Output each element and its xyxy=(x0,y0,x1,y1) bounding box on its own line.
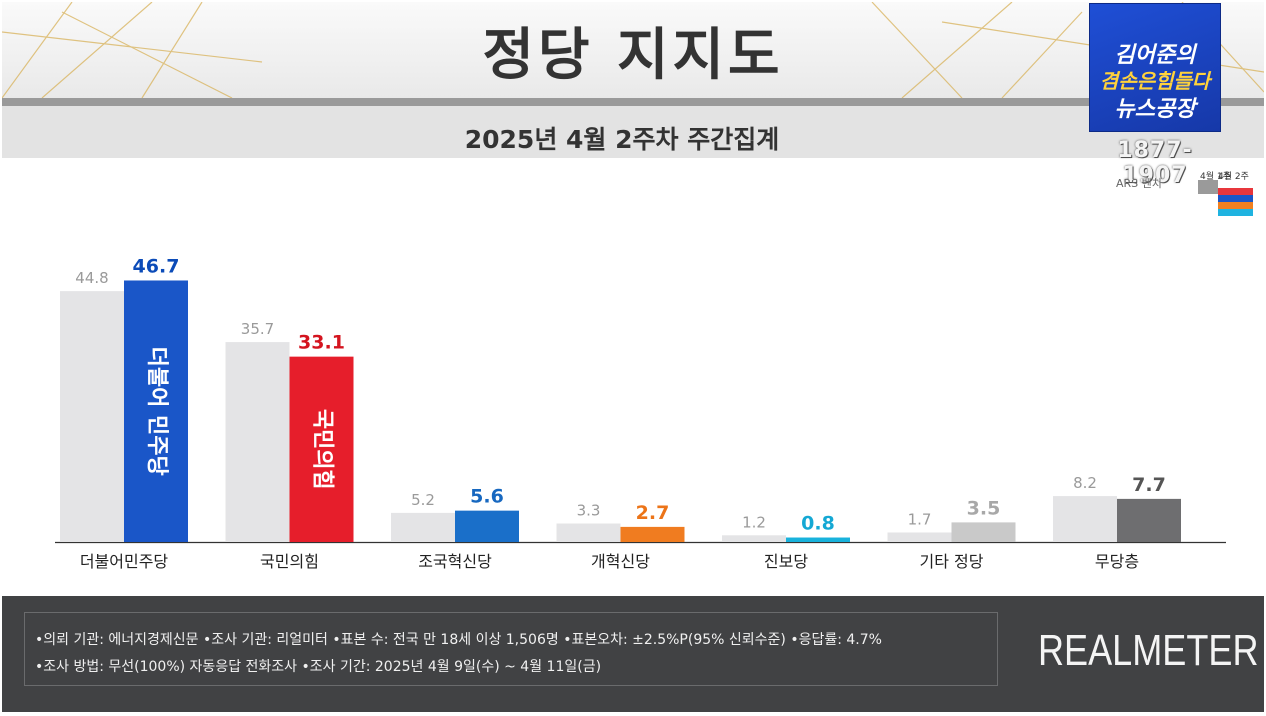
survey-notes: •의뢰 기관: 에너지경제신문 •조사 기관: 리얼미터 •표본 수: 전국 만… xyxy=(24,612,998,686)
legend-swatch-red xyxy=(1218,188,1253,195)
value-label-current-6: 7.7 xyxy=(1132,474,1166,496)
legend-swatch-cyan xyxy=(1218,209,1253,216)
value-label-current-0: 46.7 xyxy=(133,255,180,277)
value-label-current-3: 2.7 xyxy=(636,502,670,524)
bar-current-6 xyxy=(1117,498,1181,542)
value-label-current-4: 0.8 xyxy=(801,513,835,535)
bar-previous-2 xyxy=(391,512,455,542)
chart-subtitle: 2025년 4월 2주차 주간집계 xyxy=(464,125,780,154)
party-logo-1: 국민의힘 xyxy=(310,409,335,490)
bar-previous-1 xyxy=(225,342,290,542)
value-label-previous-3: 3.3 xyxy=(577,502,601,520)
category-label-0: 더불어민주당 xyxy=(80,552,169,571)
value-label-current-5: 3.5 xyxy=(967,497,1001,519)
value-label-previous-6: 8.2 xyxy=(1073,474,1097,492)
logo-line-3: 뉴스공장 xyxy=(1114,97,1196,122)
legend-swatch-orange xyxy=(1218,202,1253,209)
show-logo: 김어준의 겸손은힘들다 뉴스공장 xyxy=(1089,3,1221,132)
value-label-current-2: 5.6 xyxy=(470,486,504,508)
footer-panel: •의뢰 기관: 에너지경제신문 •조사 기관: 리얼미터 •표본 수: 전국 만… xyxy=(2,596,1264,712)
category-label-2: 조국혁신당 xyxy=(418,552,492,571)
bar-previous-6 xyxy=(1053,496,1117,542)
value-label-previous-2: 5.2 xyxy=(411,491,435,509)
category-label-4: 진보당 xyxy=(764,552,808,571)
bar-current-5 xyxy=(951,522,1016,542)
legend-prev-swatch xyxy=(1198,180,1218,194)
bar-previous-5 xyxy=(887,532,952,542)
survey-note-1: •의뢰 기관: 에너지경제신문 •조사 기관: 리얼미터 •표본 수: 전국 만… xyxy=(35,632,882,648)
logo-line-1: 김어준의 xyxy=(1114,43,1196,68)
survey-note-2: •조사 방법: 무선(100%) 자동응답 전화조사 •조사 기간: 2025년… xyxy=(35,659,602,675)
phone-number: 1877-1907 xyxy=(1117,138,1193,188)
bar-previous-3 xyxy=(556,523,621,542)
ars-label: ARS 벤치 xyxy=(1116,177,1162,190)
legend-week-curr: 4월 2주 xyxy=(1218,172,1249,182)
bar-previous-4 xyxy=(722,535,786,542)
logo-line-2: 겸손은힘들다 xyxy=(1099,69,1211,93)
legend-week-prev: 4월 1주 xyxy=(1200,172,1231,182)
value-label-previous-4: 1.2 xyxy=(742,513,766,531)
bar-previous-0 xyxy=(60,291,124,542)
category-label-6: 무당층 xyxy=(1095,552,1139,571)
value-label-current-1: 33.1 xyxy=(298,332,345,354)
value-label-previous-0: 44.8 xyxy=(75,269,108,287)
bar-current-3 xyxy=(620,526,685,542)
bar-current-1 xyxy=(289,356,354,542)
mini-legend: ARS 벤치 4월 1주 4월 2주 xyxy=(1096,166,1256,236)
category-label-5: 기타 정당 xyxy=(920,552,984,571)
header-divider xyxy=(2,98,1264,106)
title-banner: 정당 지지도 xyxy=(2,2,1264,98)
chart-title: 정당 지지도 xyxy=(482,23,784,88)
party-logo-0: 더불어 민주당 xyxy=(144,347,169,476)
legend-swatch-blue xyxy=(1218,195,1253,202)
bar-current-2 xyxy=(455,510,519,542)
subtitle-bar: 2025년 4월 2주차 주간집계 xyxy=(2,106,1264,158)
realmeter-logo: REALMETER xyxy=(1038,626,1259,675)
bar-current-4 xyxy=(786,537,850,542)
value-label-previous-5: 1.7 xyxy=(908,510,932,528)
bar-current-0 xyxy=(124,280,188,542)
value-label-previous-1: 35.7 xyxy=(241,320,274,338)
category-label-3: 개혁신당 xyxy=(591,552,650,571)
category-label-1: 국민의힘 xyxy=(260,552,319,571)
